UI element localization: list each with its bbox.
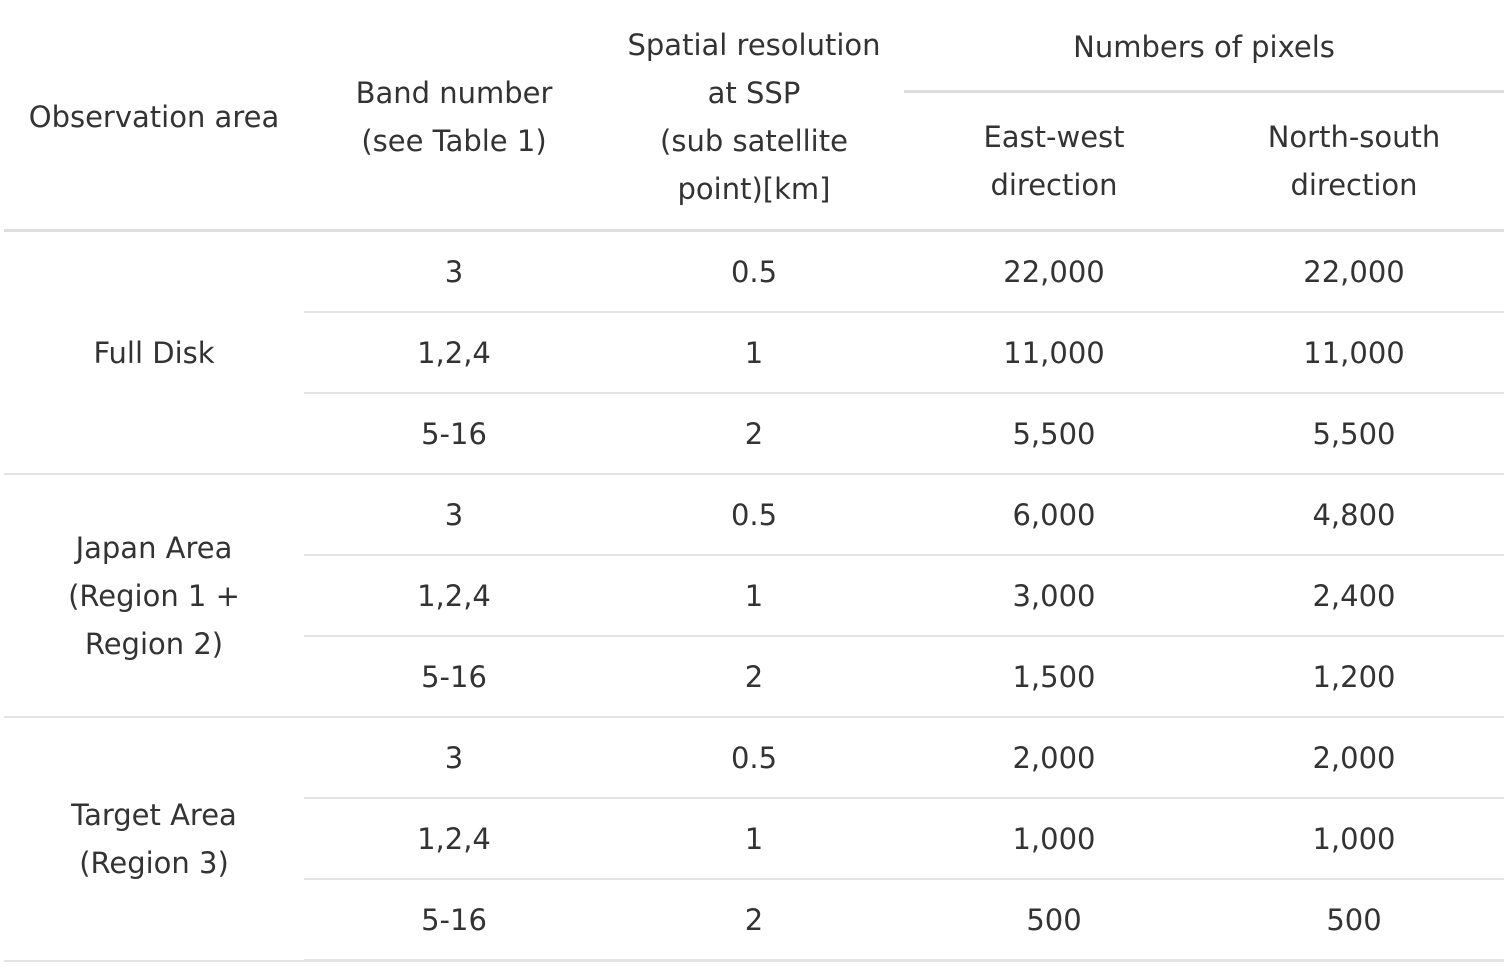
north-south-cell: 2,400 [1204, 555, 1504, 637]
header-band-number-line: (see Table 1) [361, 123, 547, 158]
observation-area-cell: Target Area (Region 3) [4, 717, 304, 962]
table-row: Target Area (Region 3) 3 0.5 2,000 2,000 [4, 717, 1504, 962]
header-spatial-resolution-line: at SSP [707, 75, 801, 110]
header-north-south-line: direction [1290, 168, 1418, 202]
table-row: 1,2,4 1 1,000 1,000 [4, 798, 1504, 880]
band-cell: 5-16 [304, 393, 604, 475]
header-north-south-line: North-south [1267, 120, 1441, 154]
band-cell: 5-16 [304, 636, 604, 718]
east-west-cell: 1,500 [904, 636, 1204, 718]
band-cell: 1,2,4 [304, 312, 604, 394]
header-numbers-of-pixels: Numbers of pixels [904, 4, 1504, 93]
table-row: 5-16 2 5,500 5,500 [4, 393, 1504, 475]
observation-area-cell: Japan Area (Region 1 + Region 2) [4, 474, 304, 718]
band-cell: 1,2,4 [304, 555, 604, 637]
resolution-cell: 2 [604, 879, 904, 962]
resolution-cell: 2 [604, 393, 904, 475]
east-west-cell: 5,500 [904, 393, 1204, 475]
observation-area-line: (Region 3) [79, 845, 229, 880]
header-spatial-resolution-text: Spatial resolution at SSP (sub satellite… [627, 21, 880, 213]
table-row: 1,2,4 1 11,000 11,000 [4, 312, 1504, 394]
table-row: 5-16 2 1,500 1,200 [4, 636, 1504, 718]
header-band-number-text: Band number (see Table 1) [356, 69, 553, 165]
north-south-cell: 11,000 [1204, 312, 1504, 394]
table-body: Full Disk 3 0.5 22,000 22,000 1,2,4 1 11… [4, 230, 1504, 962]
east-west-cell: 11,000 [904, 312, 1204, 394]
resolution-cell: 2 [604, 636, 904, 718]
east-west-cell: 6,000 [904, 474, 1204, 556]
band-cell: 3 [304, 717, 604, 799]
observation-area-line: Japan Area [75, 530, 233, 565]
header-east-west: East-west direction [904, 91, 1204, 232]
resolution-cell: 0.5 [604, 230, 904, 313]
header-spatial-resolution: Spatial resolution at SSP (sub satellite… [604, 4, 904, 232]
north-south-cell: 2,000 [1204, 717, 1504, 799]
north-south-cell: 1,000 [1204, 798, 1504, 880]
north-south-cell: 4,800 [1204, 474, 1504, 556]
header-spatial-resolution-line: Spatial resolution [627, 27, 881, 62]
observation-area-line: Target Area [71, 797, 237, 832]
header-observation-area: Observation area [4, 4, 304, 232]
band-cell: 1,2,4 [304, 798, 604, 880]
table-row: 1,2,4 1 3,000 2,400 [4, 555, 1504, 637]
observation-area-line: (Region 1 + [68, 578, 240, 613]
header-north-south: North-south direction [1204, 91, 1504, 232]
resolution-cell: 1 [604, 555, 904, 637]
resolution-cell: 0.5 [604, 474, 904, 556]
header-band-number: Band number (see Table 1) [304, 4, 604, 232]
band-cell: 5-16 [304, 879, 604, 962]
table-row: Japan Area (Region 1 + Region 2) 3 0.5 6… [4, 474, 1504, 718]
header-numbers-of-pixels-text: Numbers of pixels [1073, 30, 1335, 64]
east-west-cell: 1,000 [904, 798, 1204, 880]
north-south-cell: 22,000 [1204, 230, 1504, 313]
east-west-cell: 2,000 [904, 717, 1204, 799]
observation-table: Observation area Band number (see Table … [4, 4, 1504, 962]
north-south-cell: 1,200 [1204, 636, 1504, 718]
header-east-west-line: East-west [983, 120, 1125, 154]
header-band-number-line: Band number [355, 75, 553, 110]
observation-area-line: Full Disk [93, 335, 215, 370]
observation-area-cell: Full Disk [4, 230, 304, 475]
table-row: 5-16 2 500 500 [4, 879, 1504, 962]
resolution-cell: 0.5 [604, 717, 904, 799]
north-south-cell: 500 [1204, 879, 1504, 962]
header-east-west-line: direction [990, 168, 1118, 202]
resolution-cell: 1 [604, 798, 904, 880]
observation-area-line: Region 2) [84, 626, 224, 661]
header-spatial-resolution-line: point)[km] [677, 171, 831, 206]
resolution-cell: 1 [604, 312, 904, 394]
table-row: Full Disk 3 0.5 22,000 22,000 [4, 230, 1504, 475]
east-west-cell: 22,000 [904, 230, 1204, 313]
header-spatial-resolution-line: (sub satellite [660, 123, 848, 158]
band-cell: 3 [304, 474, 604, 556]
east-west-cell: 500 [904, 879, 1204, 962]
band-cell: 3 [304, 230, 604, 313]
east-west-cell: 3,000 [904, 555, 1204, 637]
table-header: Observation area Band number (see Table … [4, 4, 1504, 232]
north-south-cell: 5,500 [1204, 393, 1504, 475]
header-observation-area-text: Observation area [28, 99, 280, 134]
